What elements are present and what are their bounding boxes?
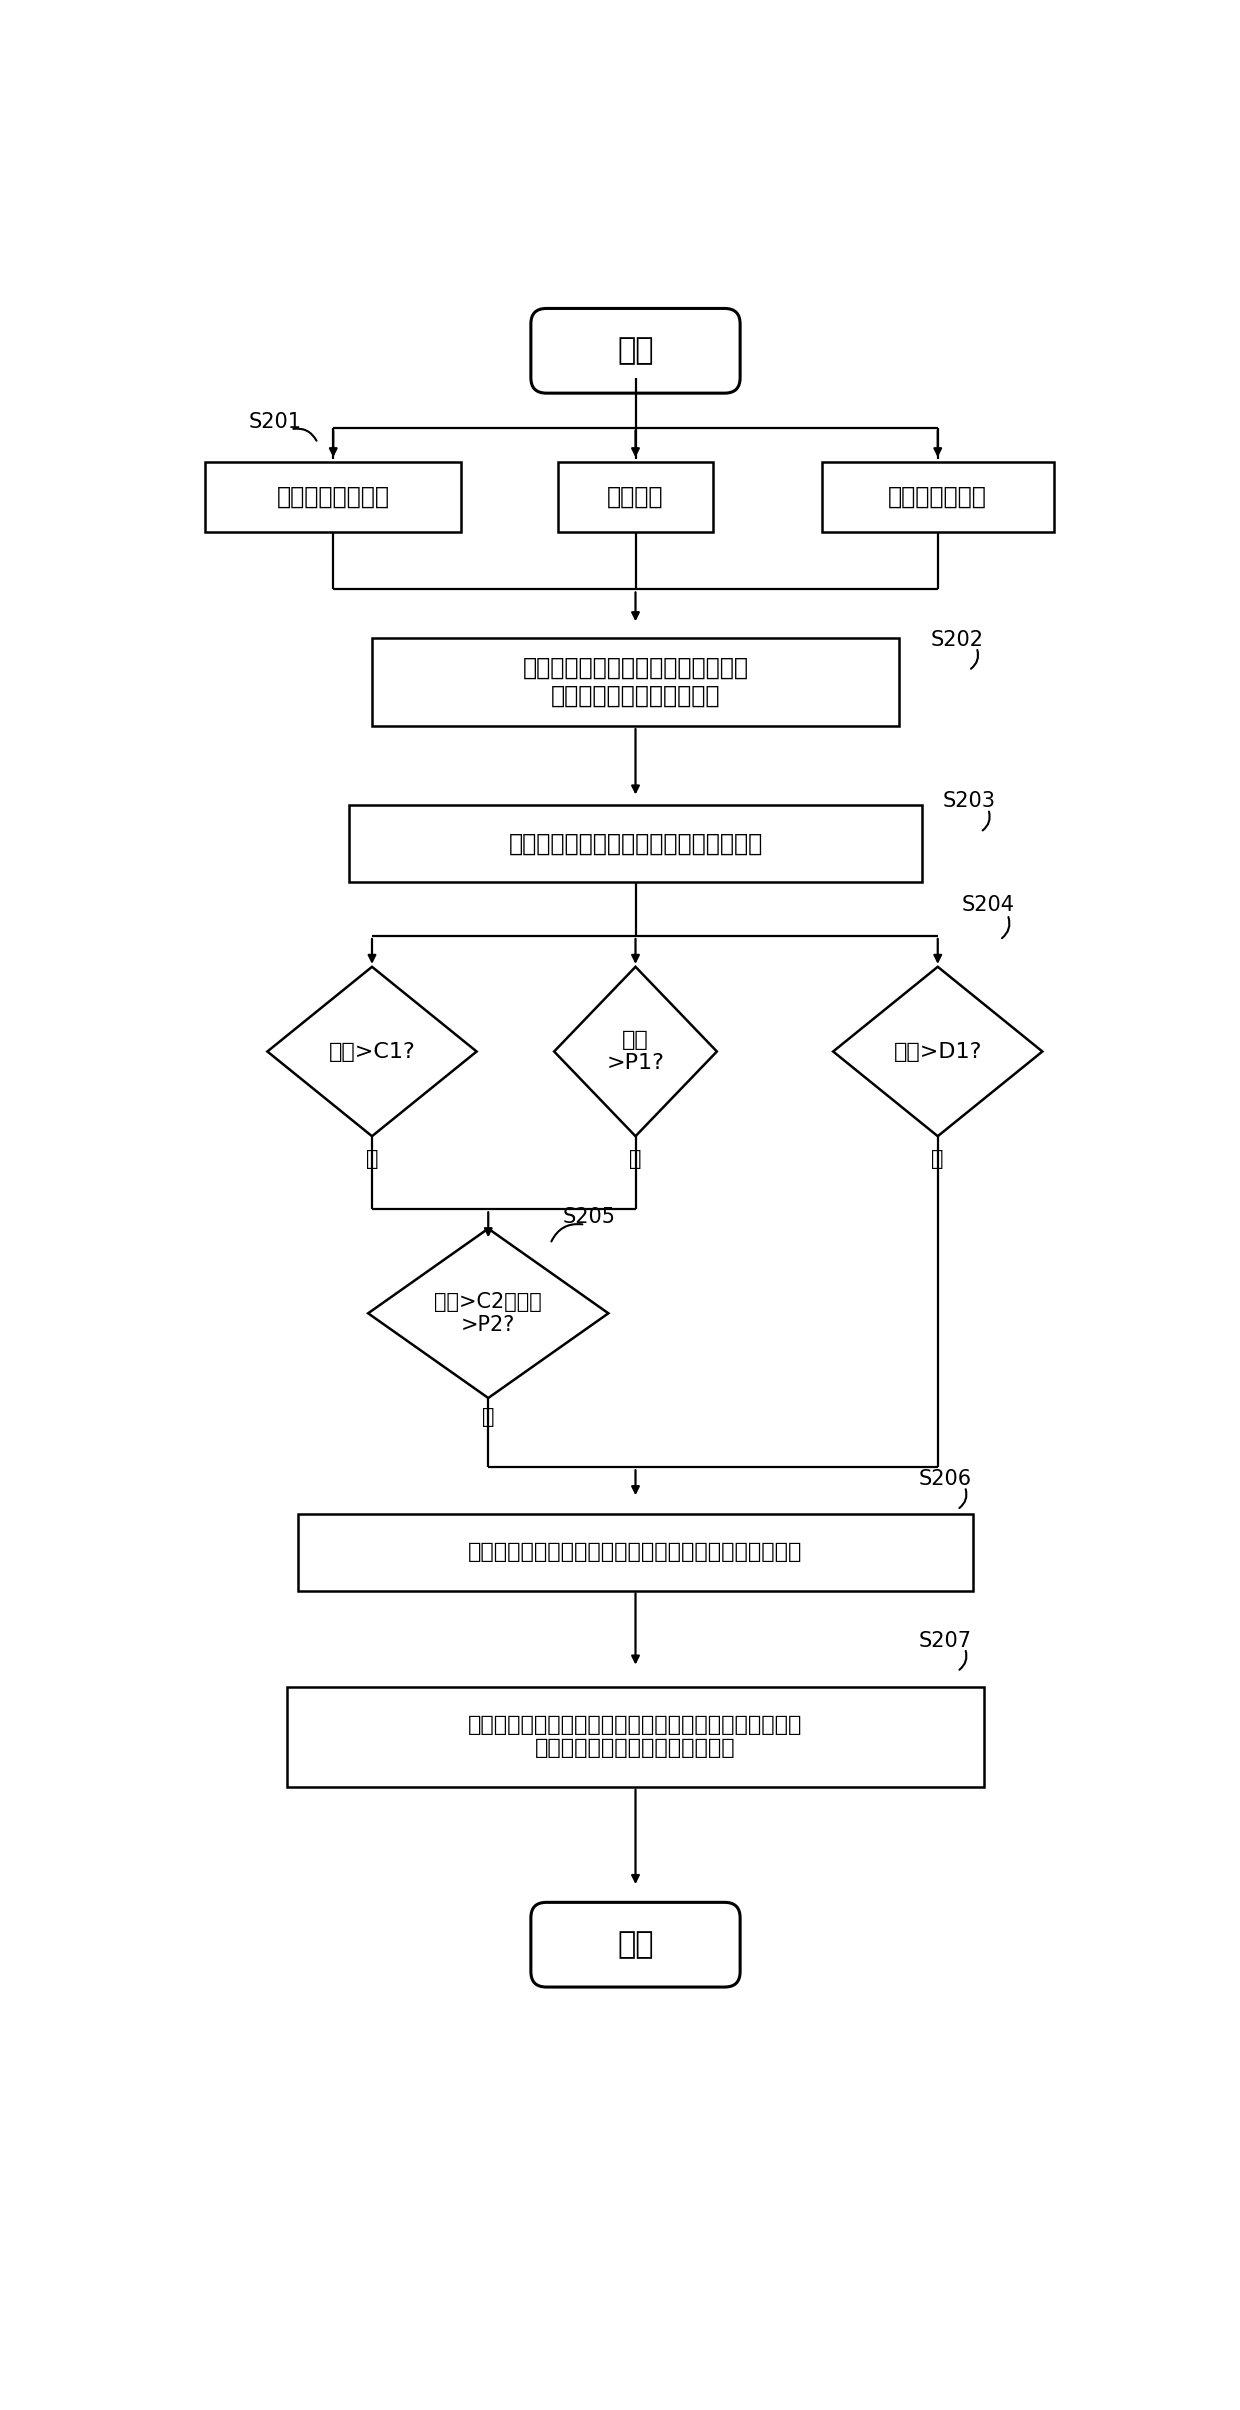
Bar <box>299 1513 972 1591</box>
Text: 将控制继电器闭锁分合闸的信号发送至第二信号处理电路: 将控制继电器闭锁分合闸的信号发送至第二信号处理电路 <box>469 1542 802 1562</box>
FancyArrowPatch shape <box>960 1651 966 1670</box>
Polygon shape <box>833 966 1043 1135</box>
Text: 经过模数转换，然后输入到光耦合器，并进一步输入到继
电器，从而控制继电器闭锁分合闸: 经过模数转换，然后输入到光耦合器，并进一步输入到继 电器，从而控制继电器闭锁分合… <box>469 1716 802 1759</box>
Text: S205: S205 <box>563 1207 615 1227</box>
Polygon shape <box>368 1229 609 1398</box>
FancyArrowPatch shape <box>294 429 316 441</box>
Text: 气压
>P1?: 气压 >P1? <box>606 1029 665 1072</box>
FancyArrowPatch shape <box>960 1489 966 1509</box>
Text: S207: S207 <box>919 1632 972 1651</box>
Bar <box>206 463 461 533</box>
FancyBboxPatch shape <box>565 323 706 378</box>
Text: 是: 是 <box>931 1150 944 1169</box>
Text: S203: S203 <box>942 790 996 812</box>
FancyBboxPatch shape <box>565 1918 706 1971</box>
Text: 六氟化硫浓度检测: 六氟化硫浓度检测 <box>277 484 389 509</box>
Text: 浓度>C1?: 浓度>C1? <box>329 1041 415 1060</box>
Bar <box>286 1687 985 1786</box>
FancyArrowPatch shape <box>971 651 978 668</box>
Text: S206: S206 <box>919 1468 972 1489</box>
Bar <box>558 463 713 533</box>
Text: 通过数据信息采样电路将各检测的数
据传送给第一信号处理电路: 通过数据信息采样电路将各检测的数 据传送给第一信号处理电路 <box>522 656 749 709</box>
FancyBboxPatch shape <box>531 1901 740 1988</box>
Text: S201: S201 <box>249 412 301 431</box>
Text: 将信号经过模数转换，然后输入到控制板: 将信号经过模数转换，然后输入到控制板 <box>508 831 763 856</box>
Text: 浓度>D1?: 浓度>D1? <box>894 1041 982 1060</box>
Bar <box>372 639 899 725</box>
Text: 是: 是 <box>629 1150 642 1169</box>
Text: 是: 是 <box>366 1150 378 1169</box>
Text: 开始: 开始 <box>618 337 653 366</box>
Polygon shape <box>268 966 476 1135</box>
Text: 是: 是 <box>482 1407 495 1427</box>
FancyArrowPatch shape <box>982 812 990 831</box>
Text: 颗粒物浓度检测: 颗粒物浓度检测 <box>888 484 987 509</box>
Text: 气压检测: 气压检测 <box>608 484 663 509</box>
FancyBboxPatch shape <box>531 308 740 393</box>
Bar <box>821 463 1054 533</box>
Text: 浓度>C2且气压
>P2?: 浓度>C2且气压 >P2? <box>434 1292 542 1335</box>
FancyArrowPatch shape <box>1002 918 1009 937</box>
Text: S202: S202 <box>931 629 983 651</box>
Text: S204: S204 <box>962 894 1014 916</box>
FancyArrowPatch shape <box>552 1224 583 1241</box>
Polygon shape <box>554 966 717 1135</box>
Text: 结束: 结束 <box>618 1930 653 1959</box>
Bar <box>348 805 923 882</box>
